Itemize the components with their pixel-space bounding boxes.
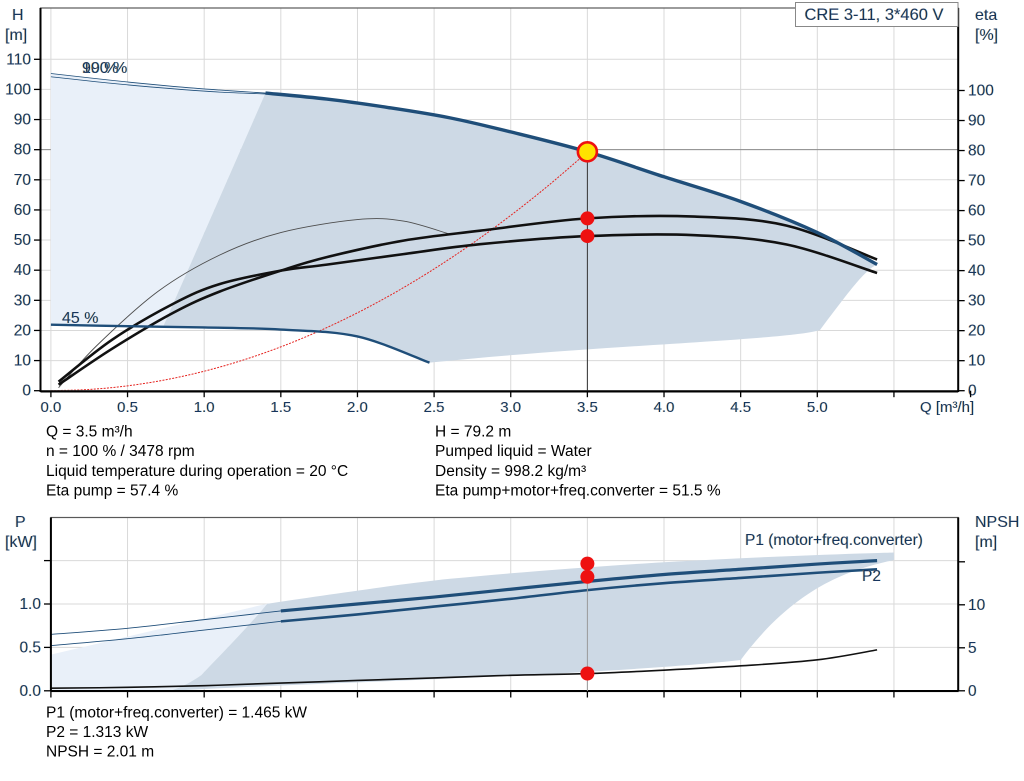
svg-text:P2: P2 (862, 568, 881, 585)
svg-text:45 %: 45 % (62, 310, 98, 327)
svg-text:1.5: 1.5 (270, 399, 291, 416)
svg-text:0: 0 (22, 383, 31, 400)
svg-text:0.0: 0.0 (40, 399, 61, 416)
svg-text:0.5: 0.5 (19, 639, 41, 656)
svg-text:[m]: [m] (975, 534, 997, 551)
svg-text:40: 40 (14, 262, 32, 279)
svg-text:3.5: 3.5 (577, 399, 598, 416)
svg-text:70: 70 (968, 173, 986, 190)
svg-text:Density = 998.2 kg/m³: Density = 998.2 kg/m³ (435, 463, 586, 480)
svg-text:0.5: 0.5 (117, 399, 138, 416)
svg-text:P2 = 1.313 kW: P2 = 1.313 kW (46, 724, 148, 741)
svg-text:10: 10 (14, 353, 32, 370)
svg-text:50: 50 (968, 233, 986, 250)
svg-text:P1 (motor+freq.converter): P1 (motor+freq.converter) (745, 532, 923, 549)
svg-text:eta: eta (975, 7, 997, 24)
svg-text:4.0: 4.0 (654, 399, 675, 416)
svg-text:Eta pump = 57.4 %: Eta pump = 57.4 % (46, 482, 178, 499)
svg-text:100: 100 (968, 83, 994, 100)
svg-text:30: 30 (14, 292, 32, 309)
svg-text:3.0: 3.0 (500, 399, 521, 416)
svg-text:0: 0 (968, 683, 977, 700)
svg-text:Eta pump+motor+freq.converter: Eta pump+motor+freq.converter = 51.5 % (435, 482, 721, 499)
svg-text:20: 20 (968, 323, 986, 340)
svg-text:60: 60 (968, 203, 986, 220)
svg-text:20: 20 (14, 322, 32, 339)
svg-text:110: 110 (6, 51, 31, 68)
svg-text:H: H (12, 7, 24, 24)
svg-text:Pumped liquid = Water: Pumped liquid = Water (435, 443, 592, 460)
svg-text:100: 100 (5, 81, 31, 98)
svg-text:Liquid temperature during oper: Liquid temperature during operation = 20… (46, 463, 348, 480)
svg-text:5: 5 (968, 640, 977, 657)
svg-text:H = 79.2 m: H = 79.2 m (435, 424, 511, 441)
svg-text:40: 40 (968, 263, 986, 280)
svg-text:70: 70 (14, 172, 32, 189)
svg-text:5.0: 5.0 (807, 399, 828, 416)
svg-text:P1 (motor+freq.converter) = 1.: P1 (motor+freq.converter) = 1.465 kW (46, 704, 307, 721)
svg-text:Q [m³/h]: Q [m³/h] (920, 399, 974, 416)
svg-text:90: 90 (968, 113, 986, 130)
svg-text:n = 100 % / 3478 rpm: n = 100 % / 3478 rpm (46, 443, 195, 460)
svg-text:99 %: 99 % (82, 60, 118, 77)
svg-text:1.0: 1.0 (19, 596, 41, 613)
svg-text:0.0: 0.0 (19, 683, 41, 700)
svg-text:2.5: 2.5 (424, 399, 445, 416)
svg-text:0: 0 (968, 383, 977, 400)
svg-text:80: 80 (14, 142, 32, 159)
svg-text:4.5: 4.5 (730, 399, 751, 416)
svg-text:CRE 3-11, 3*460 V: CRE 3-11, 3*460 V (804, 6, 943, 24)
svg-text:10: 10 (968, 353, 986, 370)
svg-text:10: 10 (968, 597, 986, 614)
svg-text:2.0: 2.0 (347, 399, 368, 416)
svg-text:NPSH: NPSH (975, 514, 1019, 531)
svg-text:[%]: [%] (975, 27, 998, 44)
svg-text:30: 30 (968, 293, 986, 310)
svg-text:NPSH = 2.01 m: NPSH = 2.01 m (46, 743, 154, 760)
svg-text:1.0: 1.0 (194, 399, 215, 416)
svg-text:50: 50 (14, 232, 32, 249)
svg-text:60: 60 (14, 202, 32, 219)
svg-text:90: 90 (14, 112, 32, 129)
svg-text:P: P (15, 514, 26, 531)
svg-text:Q = 3.5 m³/h: Q = 3.5 m³/h (46, 424, 133, 441)
svg-text:[kW]: [kW] (5, 534, 37, 551)
svg-text:[m]: [m] (5, 27, 27, 44)
svg-text:80: 80 (968, 143, 986, 160)
